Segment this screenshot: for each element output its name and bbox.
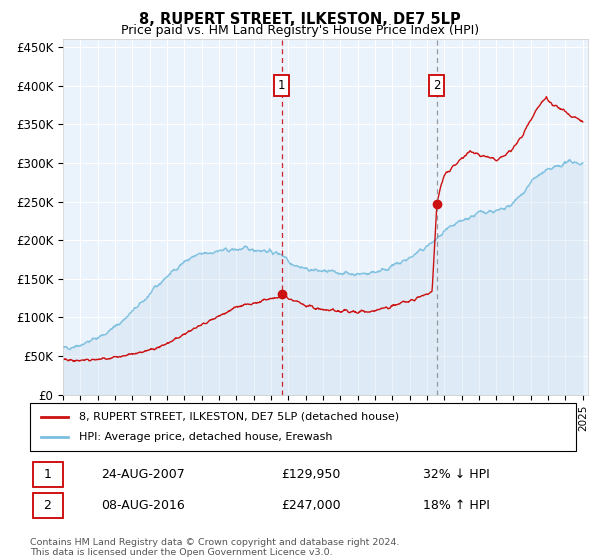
Text: 2: 2 xyxy=(433,79,440,92)
FancyBboxPatch shape xyxy=(30,403,576,451)
Text: Price paid vs. HM Land Registry's House Price Index (HPI): Price paid vs. HM Land Registry's House … xyxy=(121,24,479,36)
Text: 8, RUPERT STREET, ILKESTON, DE7 5LP: 8, RUPERT STREET, ILKESTON, DE7 5LP xyxy=(139,12,461,27)
Text: 1: 1 xyxy=(278,79,286,92)
FancyBboxPatch shape xyxy=(33,493,63,517)
FancyBboxPatch shape xyxy=(33,463,63,487)
Text: 1: 1 xyxy=(44,468,52,481)
Text: £247,000: £247,000 xyxy=(281,499,341,512)
Text: 32% ↓ HPI: 32% ↓ HPI xyxy=(423,468,490,481)
Text: 8, RUPERT STREET, ILKESTON, DE7 5LP (detached house): 8, RUPERT STREET, ILKESTON, DE7 5LP (det… xyxy=(79,412,399,422)
Text: Contains HM Land Registry data © Crown copyright and database right 2024.
This d: Contains HM Land Registry data © Crown c… xyxy=(30,538,400,557)
Text: 08-AUG-2016: 08-AUG-2016 xyxy=(101,499,185,512)
Text: 2: 2 xyxy=(44,499,52,512)
Text: 18% ↑ HPI: 18% ↑ HPI xyxy=(423,499,490,512)
Text: 24-AUG-2007: 24-AUG-2007 xyxy=(101,468,185,481)
Text: HPI: Average price, detached house, Erewash: HPI: Average price, detached house, Erew… xyxy=(79,432,332,442)
Text: £129,950: £129,950 xyxy=(281,468,341,481)
